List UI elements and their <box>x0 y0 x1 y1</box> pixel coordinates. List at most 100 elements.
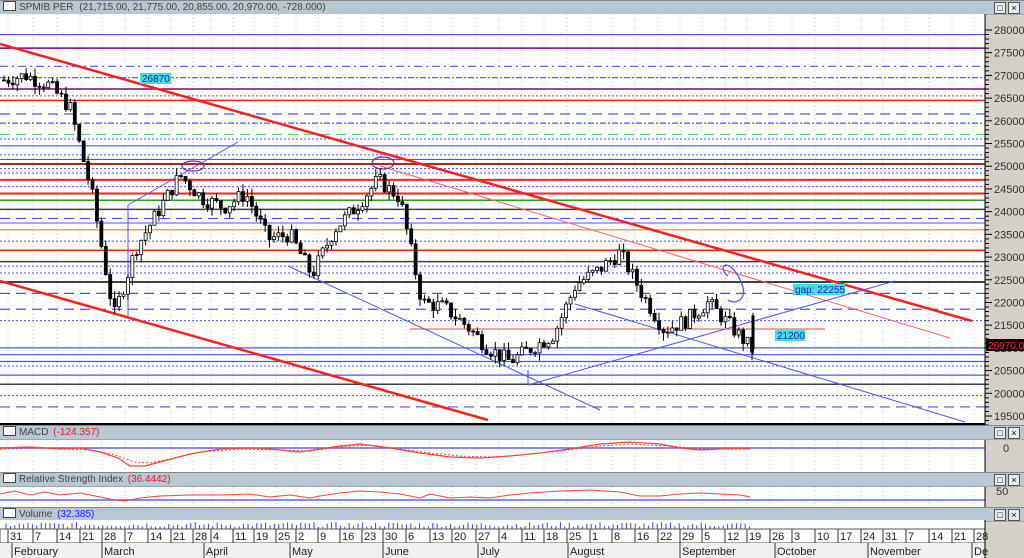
annotation-26870: 26870 <box>140 73 171 85</box>
svg-text:11: 11 <box>524 531 535 543</box>
svg-text:23500: 23500 <box>994 229 1024 241</box>
restore-icon[interactable]: □ <box>994 427 1006 439</box>
svg-text:28: 28 <box>195 531 207 543</box>
svg-text:17: 17 <box>840 531 852 543</box>
macd-chart[interactable]: 0 <box>0 440 1024 472</box>
svg-text:28: 28 <box>104 531 116 543</box>
svg-text:21: 21 <box>954 531 966 543</box>
svg-text:24500: 24500 <box>994 184 1024 196</box>
svg-text:29: 29 <box>682 531 694 543</box>
panel-toggle-icon[interactable] <box>3 1 16 11</box>
annotation-gap: gap: 22255 <box>793 284 845 296</box>
macd-value: (-124.357) <box>53 427 100 438</box>
macd-axis-label: 0 <box>1003 443 1009 455</box>
svg-text:20500: 20500 <box>994 366 1024 378</box>
svg-text:March: March <box>104 546 135 558</box>
svg-text:25500: 25500 <box>994 139 1024 151</box>
svg-text:21200: 21200 <box>777 331 805 342</box>
svg-text:De: De <box>974 546 988 558</box>
svg-text:26: 26 <box>772 531 784 543</box>
svg-text:21500: 21500 <box>994 320 1024 332</box>
window-controls: □ × <box>992 427 1020 439</box>
last-price-tag: 20970.00 <box>986 339 1024 352</box>
annotation-21200: 21200 <box>775 330 805 342</box>
rsi-axis-label: 50 <box>996 487 1008 498</box>
macd-title: MACD <box>19 427 49 438</box>
svg-text:25: 25 <box>278 531 290 543</box>
svg-text:22500: 22500 <box>994 275 1024 287</box>
svg-text:27000: 27000 <box>994 70 1024 82</box>
macd-panel-header: MACD (-124.357) □ × <box>0 425 1024 440</box>
close-icon[interactable]: × <box>1008 2 1020 14</box>
svg-text:14: 14 <box>931 531 943 543</box>
svg-text:October: October <box>777 546 816 558</box>
rsi-title: Relative Strength Index <box>19 474 123 485</box>
svg-text:30: 30 <box>385 531 397 543</box>
svg-text:August: August <box>570 546 604 558</box>
svg-text:12: 12 <box>727 531 739 543</box>
svg-text:22000: 22000 <box>994 297 1024 309</box>
svg-text:gap: 22255: gap: 22255 <box>795 285 845 296</box>
close-icon[interactable]: × <box>1008 474 1020 486</box>
svg-text:16: 16 <box>637 531 649 543</box>
svg-text:22: 22 <box>660 531 672 543</box>
volume-value: (32,385) <box>57 509 95 520</box>
svg-text:28000: 28000 <box>994 25 1024 37</box>
restore-icon[interactable]: □ <box>994 474 1006 486</box>
window-controls: □ × <box>992 2 1020 14</box>
panel-toggle-icon[interactable] <box>3 473 16 483</box>
svg-text:28: 28 <box>976 531 988 543</box>
svg-text:24000: 24000 <box>994 207 1024 219</box>
rsi-chart[interactable]: 50 <box>0 487 1024 507</box>
rsi-panel-header: Relative Strength Index (36.4442) □ × <box>0 472 1024 487</box>
svg-text:2: 2 <box>298 531 304 543</box>
svg-text:7: 7 <box>35 531 41 543</box>
svg-text:5: 5 <box>704 531 710 543</box>
svg-text:18: 18 <box>546 531 558 543</box>
svg-text:23: 23 <box>364 531 376 543</box>
restore-icon[interactable]: □ <box>994 509 1006 521</box>
svg-text:July: July <box>480 546 500 558</box>
svg-text:31: 31 <box>10 531 22 543</box>
svg-text:3: 3 <box>794 531 800 543</box>
svg-text:9: 9 <box>320 531 326 543</box>
panel-toggle-icon[interactable] <box>3 508 16 518</box>
svg-text:26870: 26870 <box>142 74 170 85</box>
svg-text:20970.00: 20970.00 <box>988 341 1024 352</box>
price-panel-header: SPMIB PER (21,715.00, 21,775.00, 20,855.… <box>0 0 1024 15</box>
price-chart[interactable]: 26870 gap: 22255 21200 19500 20000 20500 21… <box>0 14 1024 427</box>
svg-text:4: 4 <box>213 531 219 543</box>
volume-chart[interactable]: 31 7 14 21 28 7 14 21 28 4 11 19 25 2 9 16 23 30 6 13 20 27 4 1… <box>0 520 1024 558</box>
svg-text:20000: 20000 <box>994 388 1024 400</box>
svg-text:21: 21 <box>173 531 185 543</box>
svg-text:26500: 26500 <box>994 93 1024 105</box>
svg-text:May: May <box>292 546 313 558</box>
svg-text:June: June <box>385 546 409 558</box>
svg-text:19: 19 <box>256 531 268 543</box>
panel-toggle-icon[interactable] <box>3 426 16 436</box>
window-controls: □ × <box>992 474 1020 486</box>
window-controls: □ × <box>992 509 1020 521</box>
svg-text:27500: 27500 <box>994 48 1024 60</box>
symbol-title: SPMIB PER <box>19 2 74 13</box>
svg-text:13: 13 <box>432 531 444 543</box>
close-icon[interactable]: × <box>1008 427 1020 439</box>
svg-text:19500: 19500 <box>994 411 1024 423</box>
rsi-value: (36.4442) <box>127 474 171 485</box>
close-icon[interactable]: × <box>1008 509 1020 521</box>
svg-text:25: 25 <box>569 531 581 543</box>
svg-text:7: 7 <box>127 531 133 543</box>
svg-text:September: September <box>682 546 736 558</box>
svg-text:24: 24 <box>863 531 875 543</box>
svg-text:February: February <box>14 546 59 558</box>
restore-icon[interactable]: □ <box>994 2 1006 14</box>
svg-text:31: 31 <box>885 531 897 543</box>
svg-text:6: 6 <box>408 531 414 543</box>
ohlc-values: (21,715.00, 21,775.00, 20,855.00, 20,970… <box>79 2 326 13</box>
svg-text:14: 14 <box>150 531 162 543</box>
svg-text:7: 7 <box>908 531 914 543</box>
volume-title: Volume <box>19 509 53 520</box>
svg-text:11: 11 <box>235 531 246 543</box>
svg-text:27: 27 <box>478 531 490 543</box>
svg-text:19: 19 <box>749 531 761 543</box>
